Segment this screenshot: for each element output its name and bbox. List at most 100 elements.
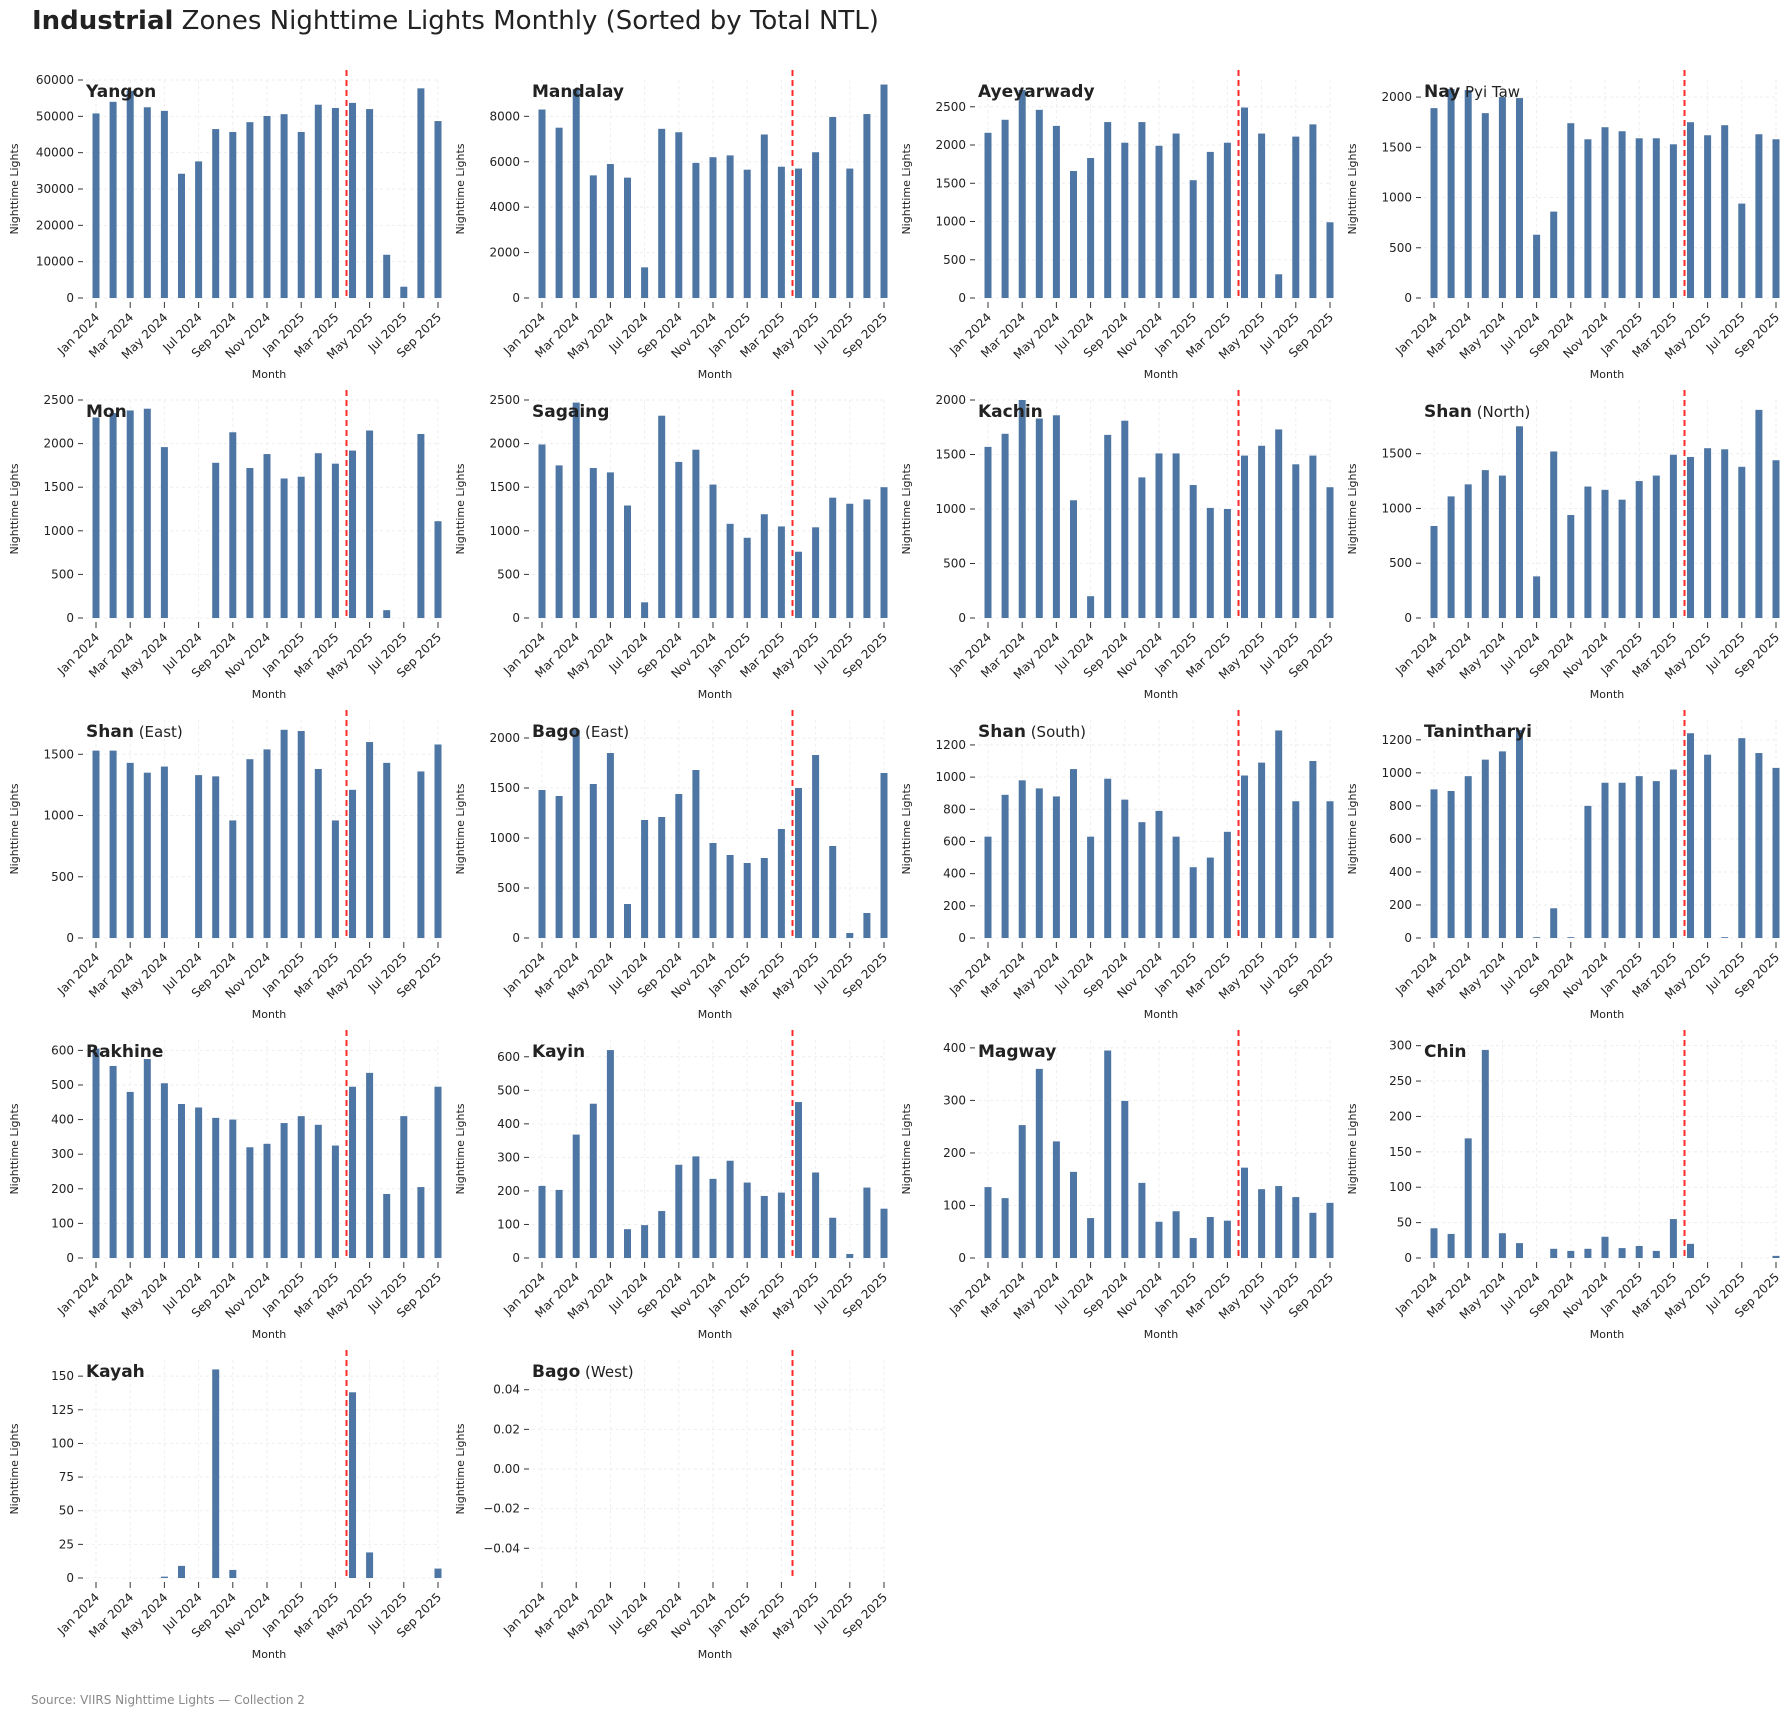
bar: [846, 933, 854, 938]
bar: [212, 1117, 220, 1258]
bar: [709, 157, 717, 298]
bar: [1704, 754, 1712, 938]
bar: [263, 454, 271, 618]
y-tick-label: 1000: [43, 524, 74, 538]
y-tick-label: 1500: [1381, 140, 1412, 154]
panel-title-suffix: (South): [1025, 723, 1086, 741]
y-tick-label: 6000: [489, 155, 520, 169]
y-tick-label: 0.02: [493, 1422, 520, 1436]
bar: [1309, 124, 1317, 298]
bar: [160, 110, 168, 298]
bar: [812, 152, 820, 298]
bar: [863, 1187, 871, 1258]
bar: [1018, 780, 1026, 938]
y-tick-label: 500: [497, 1083, 520, 1097]
bar: [1652, 1250, 1660, 1258]
bar: [538, 444, 546, 618]
bar: [1550, 908, 1558, 938]
y-axis-label: Nighttime Lights: [8, 1423, 21, 1514]
bar: [1309, 455, 1317, 618]
bar: [1516, 98, 1523, 298]
bar: [1738, 466, 1746, 618]
panel-title: Bago (East): [532, 722, 629, 742]
bar: [229, 1569, 237, 1578]
panel-title-bold: Kayah: [86, 1362, 145, 1382]
panel-title-bold: Rakhine: [86, 1042, 164, 1062]
bar: [880, 84, 888, 299]
panel-title: Shan (South): [978, 722, 1086, 742]
y-tick-label: 0: [512, 931, 520, 945]
panel-title: Chin: [1424, 1042, 1467, 1062]
bar: [297, 131, 305, 298]
bar: [692, 162, 700, 298]
bar: [1292, 464, 1300, 618]
figure-title: Industrial Zones Nighttime Lights Monthl…: [32, 6, 879, 36]
bar: [555, 127, 563, 298]
bar: [1155, 810, 1163, 938]
y-axis-label: Nighttime Lights: [900, 143, 913, 234]
bar: [1704, 448, 1712, 618]
bar: [246, 122, 254, 298]
bar: [743, 863, 751, 938]
y-tick-label: 500: [51, 870, 74, 884]
bar: [366, 742, 374, 938]
title-rest: Zones Nighttime Lights Monthly (Sorted b…: [173, 6, 879, 36]
y-tick-label: 1000: [489, 831, 520, 845]
panel-title-bold: Chin: [1424, 1042, 1467, 1062]
bar: [331, 107, 339, 298]
y-tick-label: 0: [512, 291, 520, 305]
bar: [160, 447, 168, 618]
bar: [1481, 759, 1489, 938]
y-axis-label: Nighttime Lights: [454, 463, 467, 554]
bar: [1155, 145, 1163, 298]
bar: [212, 462, 220, 618]
bar: [572, 1134, 580, 1258]
y-tick-label: 500: [51, 1078, 74, 1092]
panel-title-suffix: Pyi Taw: [1460, 83, 1521, 101]
y-tick-label: 600: [497, 1050, 520, 1064]
y-tick-label: 100: [51, 1216, 74, 1230]
bar: [658, 128, 666, 298]
bar: [572, 402, 580, 618]
bar: [880, 773, 888, 938]
bar: [314, 768, 322, 938]
bar: [143, 1059, 151, 1258]
bar: [1584, 805, 1592, 938]
bar: [1584, 1248, 1592, 1258]
bar: [92, 750, 100, 938]
y-axis-label: Nighttime Lights: [1346, 143, 1359, 234]
bar: [1772, 460, 1780, 618]
y-tick-label: 0: [1404, 611, 1412, 625]
bar: [178, 1565, 185, 1578]
bar: [846, 1253, 854, 1258]
panel-title-bold: Mandalay: [532, 82, 624, 102]
bar: [760, 1195, 768, 1258]
panel-title: Kayin: [532, 1042, 585, 1062]
bar: [1035, 109, 1043, 298]
y-tick-label: 2000: [935, 138, 966, 152]
bar: [1550, 211, 1558, 298]
bar: [1138, 122, 1146, 298]
bar: [624, 177, 631, 298]
bar: [229, 131, 237, 298]
x-axis-label: Month: [698, 1328, 733, 1341]
bar: [624, 904, 631, 938]
bar: [1721, 937, 1729, 938]
bar: [829, 497, 837, 618]
bar: [349, 789, 356, 938]
panel-title-bold: Bago: [532, 722, 581, 742]
bar: [795, 168, 802, 298]
x-axis-label: Month: [698, 688, 733, 701]
x-axis-label: Month: [252, 368, 287, 381]
y-tick-label: 500: [51, 567, 74, 581]
bar: [1138, 822, 1146, 938]
bar: [263, 1143, 271, 1258]
bar: [641, 820, 649, 938]
bar: [1447, 89, 1455, 298]
bar: [777, 1192, 785, 1258]
bar: [1052, 796, 1060, 938]
